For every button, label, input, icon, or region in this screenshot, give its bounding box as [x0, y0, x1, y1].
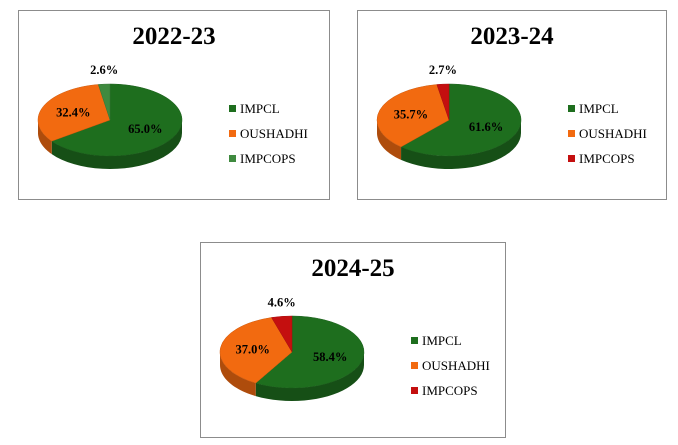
chart-title: 2022-23	[132, 23, 216, 50]
pie-chart: 58.4% 37.0% 4.6%	[219, 295, 365, 401]
legend-label: OUSHADHI	[240, 125, 308, 141]
legend-item-impcops: IMPCOPS	[568, 146, 647, 171]
legend-item-impcl: IMPCL	[229, 96, 308, 121]
chart-title: 2023-24	[470, 23, 554, 50]
pie-side-walls	[38, 120, 182, 169]
legend-swatch	[568, 130, 575, 137]
legend-label: IMPCL	[579, 100, 619, 116]
legend-item-impcl: IMPCL	[411, 328, 490, 353]
pie-slice-oushadhi	[376, 84, 450, 148]
chart-title: 2024-25	[311, 255, 395, 282]
legend-swatch	[229, 105, 236, 112]
pie-slice-impcops	[97, 83, 111, 121]
data-label-impcl: 61.6%	[469, 120, 503, 134]
legend-swatch	[411, 362, 418, 369]
data-label-oushadhi: 37.0%	[235, 343, 269, 357]
legend-item-impcops: IMPCOPS	[229, 146, 308, 171]
pie-slice-oushadhi	[37, 84, 111, 142]
pie-slice-impcl	[255, 315, 365, 389]
chart-panel-2022-23: 2022-23 65.0% 32.4% 2.6% IMPCL OUSHADHI IM…	[18, 10, 330, 200]
pie-wall-oushadhi	[38, 120, 52, 155]
pie-slice-impcl	[400, 83, 522, 157]
data-label-impcl: 65.0%	[128, 122, 162, 136]
data-label-impcops: 2.7%	[429, 63, 457, 77]
data-label-impcops: 2.6%	[90, 63, 118, 77]
chart-panel-2024-25: 2024-25 58.4% 37.0% 4.6% IMPCL OUSHADHI IM…	[200, 242, 506, 438]
data-label-impcops: 4.6%	[268, 295, 296, 309]
legend-item-oushadhi: OUSHADHI	[568, 121, 647, 146]
legend: IMPCL OUSHADHI IMPCOPS	[568, 96, 647, 171]
legend-swatch	[229, 130, 236, 137]
pie-slice-impcl	[51, 83, 183, 157]
pie-wall-impcl	[401, 120, 521, 169]
chart-panel-2023-24: 2023-24 61.6% 35.7% 2.7% IMPCL OUSHADHI IM…	[357, 10, 667, 200]
legend: IMPCL OUSHADHI IMPCOPS	[229, 96, 308, 171]
pie-slice-impcops	[436, 83, 450, 121]
legend-swatch	[229, 155, 236, 162]
data-label-impcl: 58.4%	[313, 350, 347, 364]
pie-wall-oushadhi	[220, 352, 256, 397]
legend-item-impcops: IMPCOPS	[411, 378, 490, 403]
pie-wall-impcl	[51, 120, 182, 169]
legend-swatch	[568, 155, 575, 162]
data-label-oushadhi: 32.4%	[56, 105, 90, 119]
legend-label: IMPCOPS	[422, 382, 478, 398]
pie-side-walls	[220, 352, 364, 401]
legend-item-oushadhi: OUSHADHI	[411, 353, 490, 378]
legend-swatch	[411, 387, 418, 394]
legend-label: IMPCOPS	[240, 150, 296, 166]
legend-item-impcl: IMPCL	[568, 96, 647, 121]
legend-label: IMPCOPS	[579, 150, 635, 166]
legend-label: IMPCL	[240, 100, 280, 116]
legend-swatch	[568, 105, 575, 112]
pie-slice-oushadhi	[219, 317, 293, 384]
legend: IMPCL OUSHADHI IMPCOPS	[411, 328, 490, 403]
pie-chart: 65.0% 32.4% 2.6%	[37, 63, 183, 169]
pie-wall-impcl	[255, 352, 364, 401]
legend-label: OUSHADHI	[422, 357, 490, 373]
legend-label: IMPCL	[422, 332, 462, 348]
pie-chart: 61.6% 35.7% 2.7%	[376, 63, 522, 169]
pie-slice-impcops	[271, 315, 293, 353]
legend-label: OUSHADHI	[579, 125, 647, 141]
legend-swatch	[411, 337, 418, 344]
legend-item-oushadhi: OUSHADHI	[229, 121, 308, 146]
data-label-oushadhi: 35.7%	[394, 108, 428, 122]
